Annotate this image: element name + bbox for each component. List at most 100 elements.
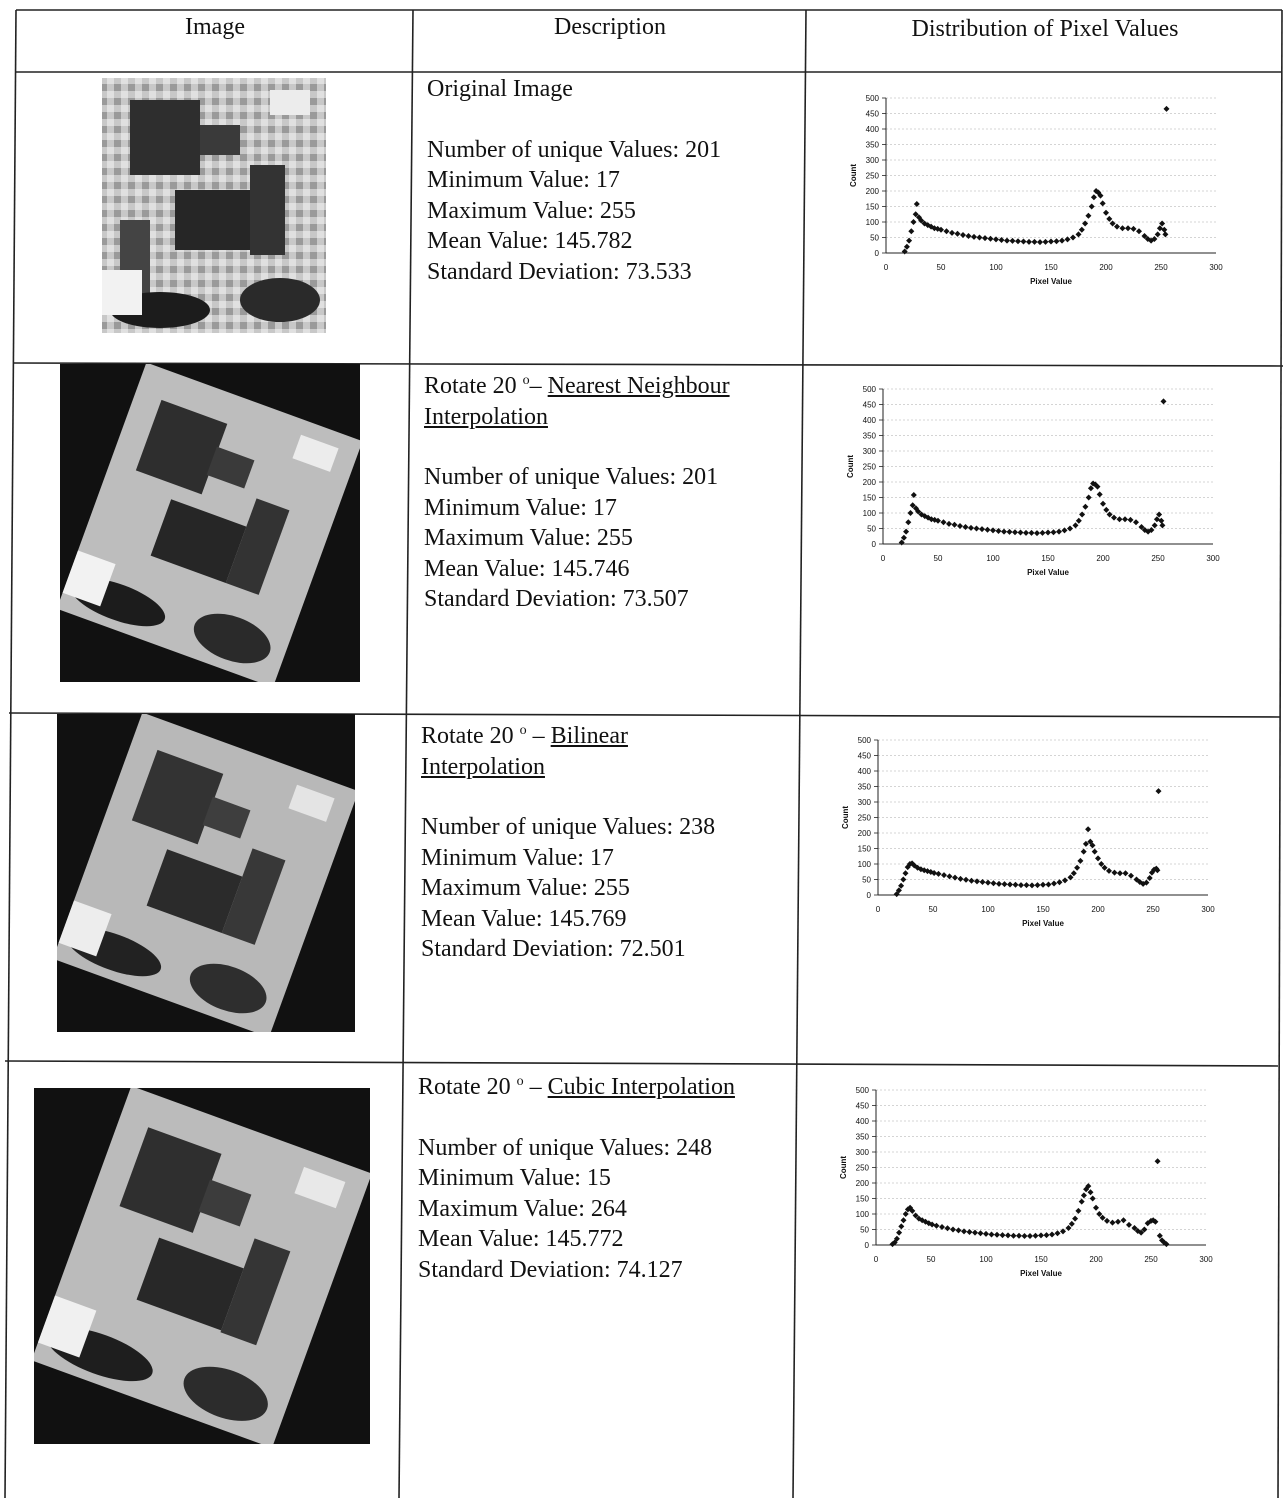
data-point: [939, 1224, 945, 1231]
row3-title-dash: –: [526, 723, 551, 749]
data-point: [1159, 522, 1166, 529]
histogram-chart-bilinear: 0 50 100 150 200 250 300 350 400 450 500 0 50 100 150 2…: [841, 736, 1215, 928]
data-point: [931, 869, 938, 876]
data-point: [1038, 1232, 1044, 1239]
data-point: [1051, 880, 1057, 887]
data-point: [1161, 226, 1168, 233]
data-point: [903, 528, 910, 535]
data-point: [910, 492, 917, 499]
data-point: [966, 1228, 973, 1235]
y-tick-label: 350: [866, 141, 880, 150]
data-point: [998, 236, 1005, 243]
data-point: [902, 1211, 909, 1217]
row2-min: Minimum Value: 17: [424, 494, 617, 521]
data-point: [1144, 236, 1151, 243]
data-point: [1040, 881, 1046, 888]
degree-symbol: o: [522, 373, 530, 388]
data-point: [1141, 1226, 1148, 1233]
y-tick-label: 200: [858, 829, 872, 838]
data-point: [1122, 516, 1128, 523]
data-point: [973, 525, 980, 532]
data-point: [1048, 238, 1054, 245]
y-tick-label: 450: [856, 1102, 870, 1111]
y-tick-label: 150: [858, 845, 872, 854]
data-point: [915, 508, 922, 515]
y-tick-label: 450: [866, 110, 880, 119]
data-point: [1080, 1192, 1087, 1199]
row4-method-line1: Cubic Interpolation: [547, 1074, 735, 1100]
data-point: [1006, 528, 1013, 535]
data-point: [1115, 1218, 1121, 1225]
data-point: [1114, 223, 1120, 230]
y-tick-label: 100: [863, 509, 877, 518]
data-point: [944, 1225, 951, 1232]
x-tick-label: 150: [1041, 554, 1055, 563]
row1-min: Minimum Value: 17: [427, 167, 620, 193]
data-point: [1034, 530, 1040, 537]
data-point: [985, 879, 991, 886]
data-point: [1127, 516, 1134, 523]
data-point: [1070, 234, 1076, 241]
data-point: [946, 873, 953, 880]
data-point: [1043, 1232, 1050, 1239]
data-point: [1072, 1215, 1079, 1222]
x-tick-label: 100: [986, 554, 1000, 563]
data-point: [946, 520, 952, 527]
x-tick-label: 300: [1199, 1255, 1213, 1264]
data-point: [943, 228, 950, 235]
data-point: [963, 876, 969, 883]
data-point: [968, 877, 975, 884]
data-point: [1109, 1219, 1116, 1226]
data-point: [1154, 231, 1161, 238]
data-point: [1125, 225, 1131, 232]
data-point: [1012, 529, 1018, 536]
data-point: [1032, 1232, 1039, 1239]
data-point: [909, 502, 916, 509]
y-tick-label: 350: [858, 783, 872, 792]
rotated-image-bilinear: [57, 714, 355, 1032]
data-point: [994, 1231, 1000, 1238]
y-tick-label: 0: [867, 891, 872, 900]
data-point: [957, 875, 964, 882]
row4-max: Maximum Value: 264: [418, 1195, 627, 1222]
data-point: [990, 527, 996, 534]
x-tick-label: 250: [1146, 905, 1160, 914]
data-point: [940, 519, 947, 526]
data-point: [1074, 864, 1081, 871]
data-point: [993, 236, 999, 243]
data-point: [929, 1221, 936, 1228]
header-image: Image: [185, 14, 245, 40]
x-tick-label: 200: [1099, 263, 1113, 272]
x-tick-label: 50: [937, 263, 946, 272]
data-point: [908, 228, 915, 235]
data-point: [928, 516, 935, 523]
data-point: [950, 1226, 956, 1233]
y-tick-label: 0: [872, 540, 877, 549]
data-point: [910, 219, 917, 225]
data-point: [1126, 1221, 1132, 1228]
data-point: [957, 523, 963, 530]
data-point: [1097, 192, 1104, 199]
y-tick-label: 400: [863, 416, 877, 425]
data-point: [1159, 220, 1166, 227]
x-axis-label: Pixel Value: [1022, 919, 1064, 928]
x-tick-label: 100: [979, 1255, 993, 1264]
data-point: [1096, 1211, 1103, 1217]
data-point: [977, 1230, 984, 1237]
data-point: [1089, 842, 1096, 849]
histogram-chart-original: 0 50 100 150 200 250 300 350 400 450 500 0 50 100 150 2…: [849, 94, 1223, 286]
data-point: [1085, 826, 1092, 833]
data-point: [912, 1212, 919, 1219]
y-tick-label: 100: [856, 1210, 870, 1219]
data-point: [1075, 231, 1082, 238]
data-point: [903, 243, 910, 250]
data-point: [982, 235, 988, 242]
data-point: [1056, 879, 1063, 886]
data-point: [898, 882, 905, 889]
data-point: [1138, 523, 1145, 530]
data-point: [1154, 867, 1161, 874]
data-point: [952, 874, 958, 881]
y-tick-label: 0: [865, 1241, 870, 1250]
data-point: [1027, 1233, 1033, 1240]
data-point: [1156, 511, 1163, 518]
